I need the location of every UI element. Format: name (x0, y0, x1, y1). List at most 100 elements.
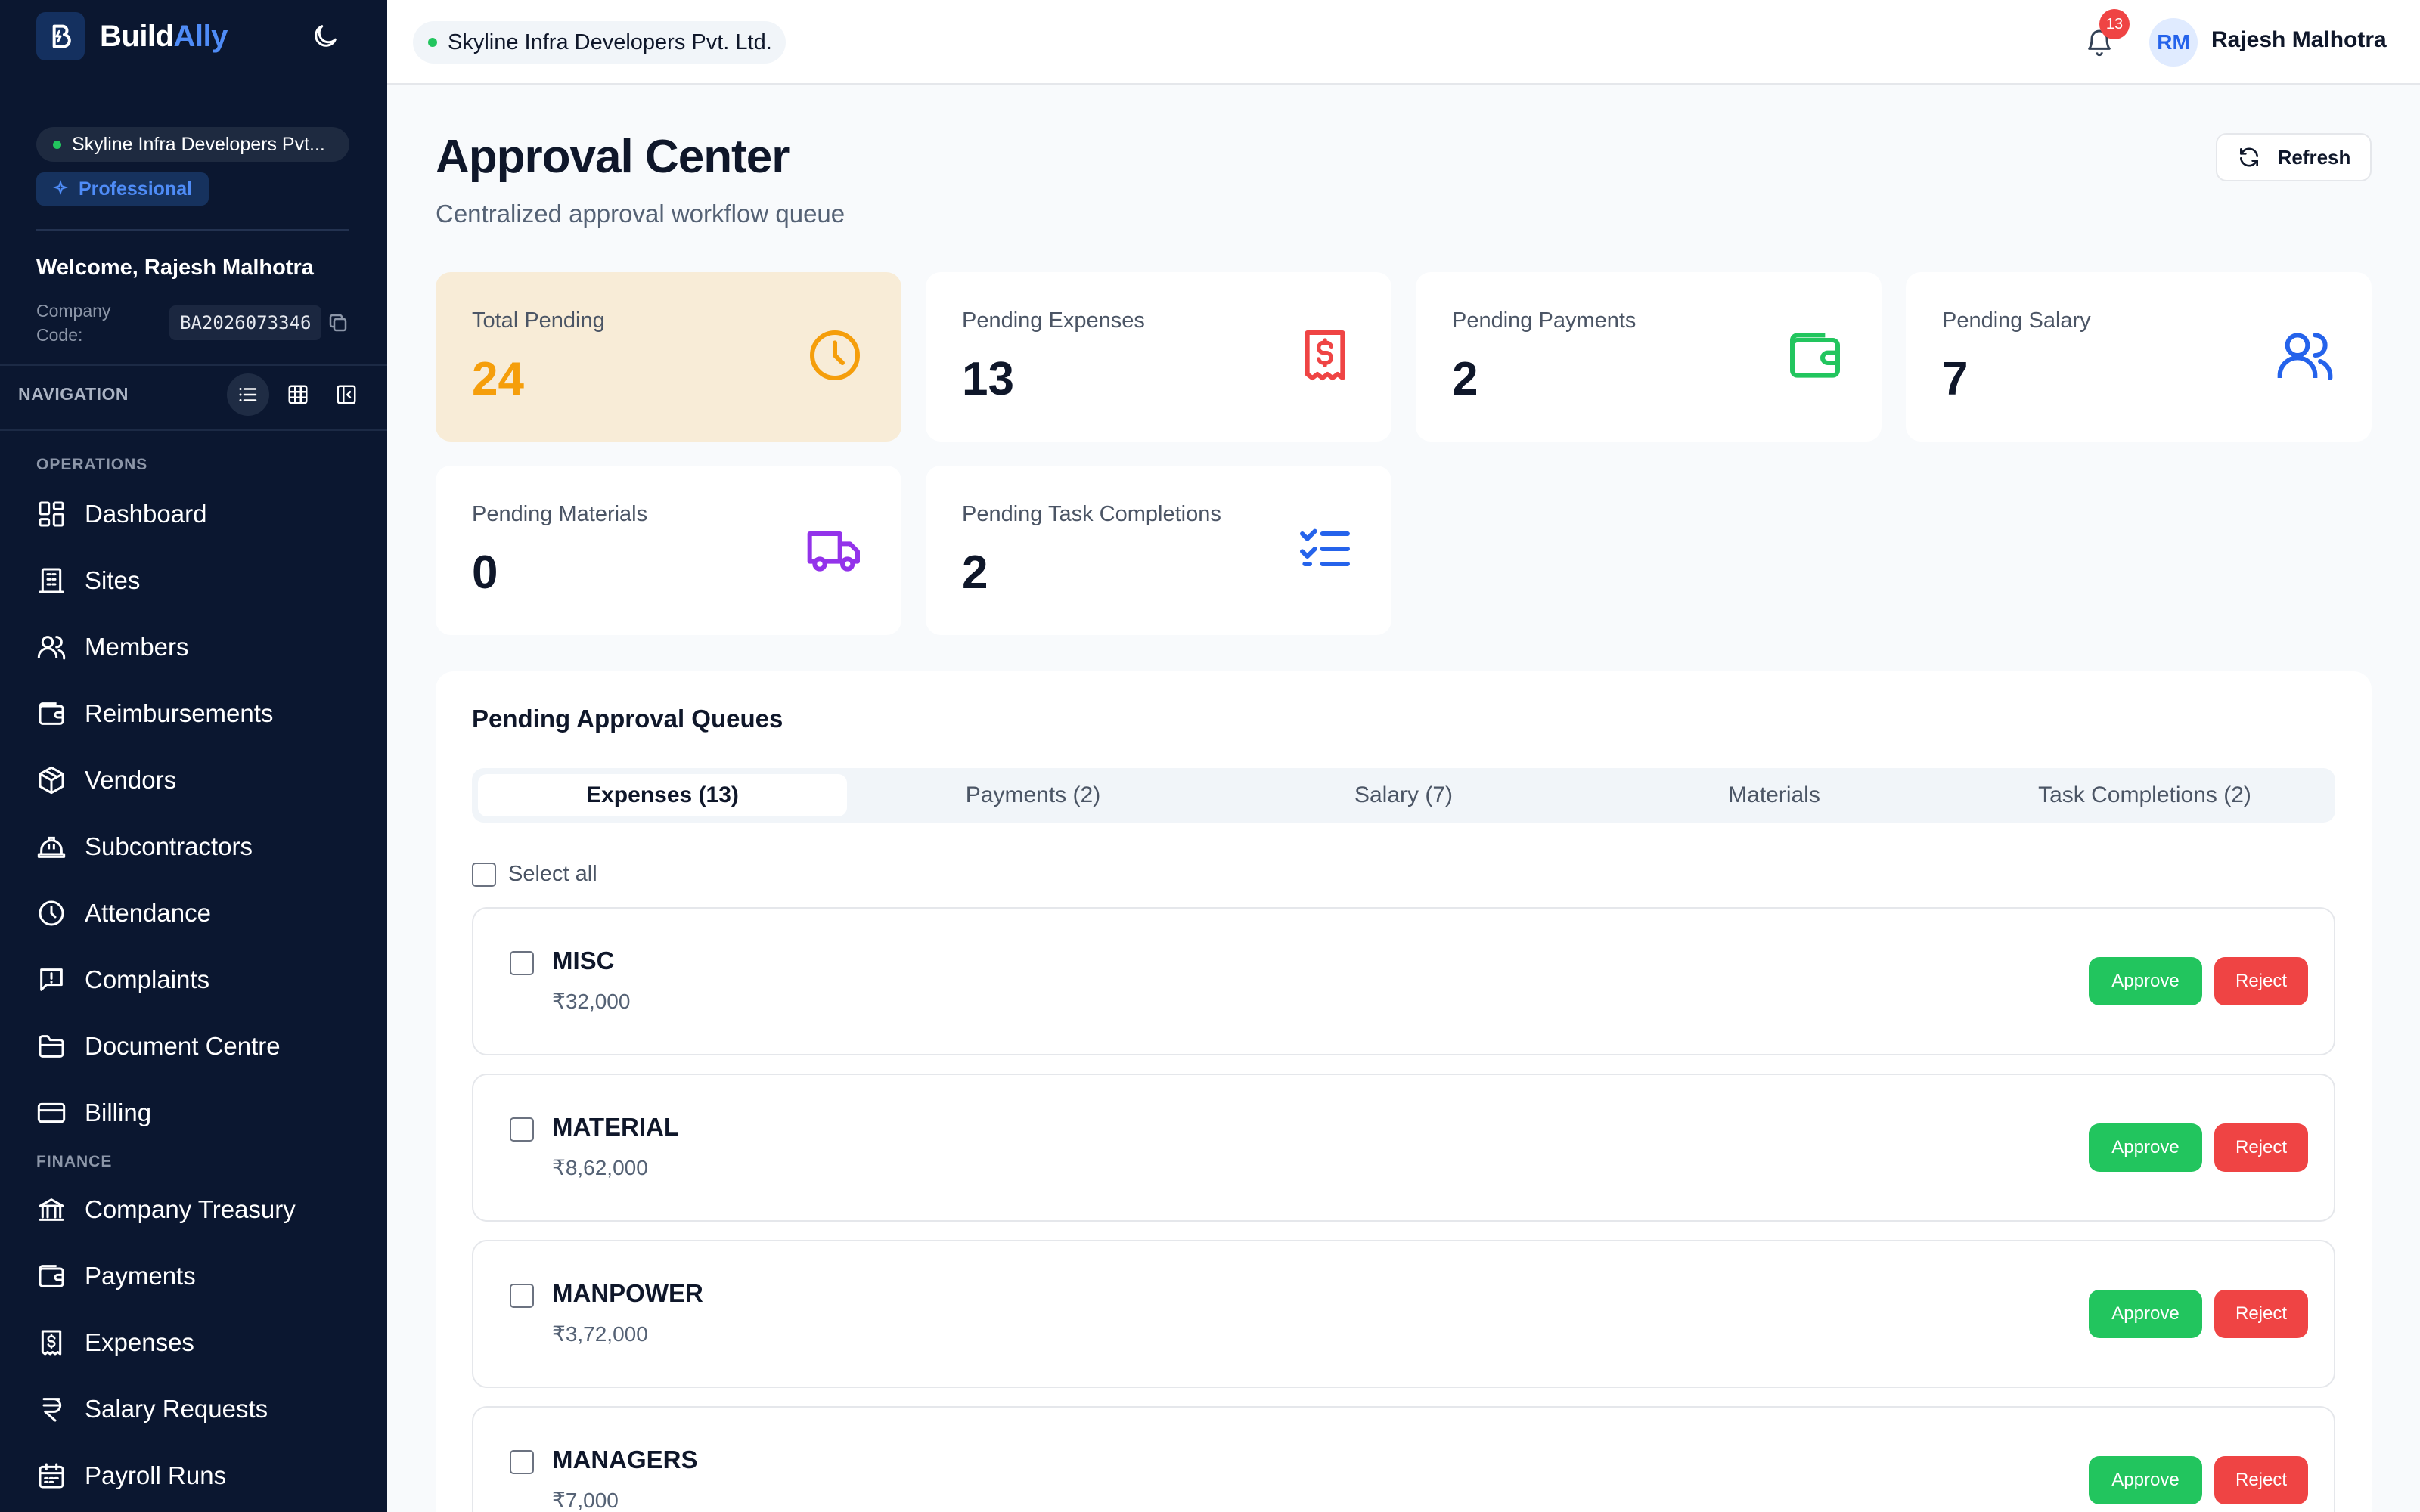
company-code-label: Company Code: (36, 301, 111, 345)
company-selector[interactable]: Skyline Infra Developers Pvt. Ltd. (413, 21, 786, 64)
sidebar-item-complaints[interactable]: Complaints (36, 956, 209, 1004)
reject-button[interactable]: Reject (2214, 1456, 2308, 1504)
tab-payments[interactable]: Payments (2) (965, 782, 1101, 807)
sidebar-item-label: Dashboard (85, 500, 207, 528)
hard-hat-icon (37, 836, 66, 858)
sidebar-item-subcontractors[interactable]: Subcontractors (36, 823, 253, 871)
divider (0, 429, 387, 431)
calendar-icon (39, 1463, 64, 1489)
select-all[interactable]: Select all (472, 862, 597, 887)
sidebar-item-members[interactable]: Members (36, 623, 189, 671)
moon-icon[interactable] (310, 21, 340, 51)
divider (0, 364, 387, 366)
approve-button[interactable]: Approve (2089, 1123, 2202, 1172)
page-subtitle: Centralized approval workflow queue (436, 200, 845, 228)
refresh-button[interactable]: Refresh (2216, 133, 2372, 181)
wallet-icon (39, 1265, 64, 1287)
section-label-operations: OPERATIONS (36, 456, 148, 473)
sidebar-item-dashboard[interactable]: Dashboard (36, 490, 206, 538)
reject-button[interactable]: Reject (2214, 957, 2308, 1005)
stat-label: Pending Expenses (962, 308, 1145, 333)
sidebar-item-expenses[interactable]: Expenses (36, 1318, 194, 1367)
sidebar-item-company-treasury[interactable]: Company Treasury (36, 1185, 296, 1234)
tab-task-completions[interactable]: Task Completions (2) (2038, 782, 2251, 807)
stat-card-total-pending[interactable]: Total Pending 24 (436, 272, 901, 442)
item-amount: ₹32,000 (552, 990, 631, 1013)
sidebar-item-label: Subcontractors (85, 832, 253, 860)
reject-button[interactable]: Reject (2214, 1123, 2308, 1172)
list-icon (239, 388, 257, 401)
select-all-checkbox[interactable] (472, 862, 496, 887)
folder-icon (39, 1035, 64, 1058)
approve-button[interactable]: Approve (2089, 1456, 2202, 1504)
logo-mark-icon (36, 12, 85, 60)
collapse-sidebar-button[interactable] (325, 373, 368, 416)
bank-icon (39, 1198, 64, 1221)
item-checkbox[interactable] (510, 951, 534, 975)
stat-label: Pending Salary (1942, 308, 2091, 333)
notification-badge: 13 (2099, 9, 2130, 39)
package-icon (39, 766, 64, 795)
company-name: Skyline Infra Developers Pvt. Ltd. (448, 29, 772, 54)
item-checkbox[interactable] (510, 1450, 534, 1474)
sidebar-company-switcher[interactable]: Skyline Infra Developers Pvt... (36, 127, 349, 162)
section-label-finance: FINANCE (36, 1153, 113, 1170)
tab-expenses[interactable]: Expenses (13) (478, 774, 847, 816)
stat-card-pending-expenses[interactable]: Pending Expenses 13 (926, 272, 1392, 442)
status-dot (53, 140, 61, 149)
copy-icon[interactable] (327, 311, 349, 334)
clock-icon (39, 900, 64, 926)
sidebar-item-label: Vendors (85, 766, 177, 794)
grid-view-button[interactable] (277, 373, 319, 416)
sidebar-item-payroll-runs[interactable]: Payroll Runs (36, 1452, 226, 1500)
user-name[interactable]: Rajesh Malhotra (2211, 27, 2387, 52)
item-checkbox[interactable] (510, 1117, 534, 1142)
wallet-icon (1790, 333, 1840, 378)
tab-materials[interactable]: Materials (1728, 782, 1820, 807)
queue-title: Pending Approval Queues (472, 705, 783, 733)
divider (36, 229, 349, 231)
sidebar-item-label: Reimbursements (85, 699, 274, 727)
bell-icon[interactable] (2084, 27, 2114, 57)
stat-value: 7 (1942, 353, 1969, 405)
sidebar-item-attendance[interactable]: Attendance (36, 889, 211, 937)
queue-tabs: Expenses (13) Payments (2) Salary (7) Ma… (472, 768, 2335, 823)
rupee-icon (42, 1398, 62, 1422)
stat-card-pending-materials[interactable]: Pending Materials 0 (436, 466, 901, 635)
stat-card-pending-payments[interactable]: Pending Payments 2 (1416, 272, 1882, 442)
message-alert-icon (40, 968, 63, 991)
stat-card-pending-task-completions[interactable]: Pending Task Completions 2 (926, 466, 1392, 635)
stat-value: 24 (472, 353, 524, 405)
approve-button[interactable]: Approve (2089, 957, 2202, 1005)
item-checkbox[interactable] (510, 1284, 534, 1308)
sidebar-item-sites[interactable]: Sites (36, 556, 140, 605)
refresh-label: Refresh (2277, 145, 2351, 169)
item-category: MATERIAL (552, 1113, 680, 1141)
stat-value: 0 (472, 547, 498, 599)
grid-icon (288, 385, 308, 404)
item-category: MISC (552, 947, 615, 974)
list-item: MISC ₹32,000 Approve Reject (472, 907, 2335, 1055)
reject-button[interactable]: Reject (2214, 1290, 2308, 1338)
sidebar-item-label: Expenses (85, 1328, 194, 1356)
approve-button[interactable]: Approve (2089, 1290, 2202, 1338)
app-logo[interactable]: BuildAlly (36, 12, 228, 60)
sidebar-item-document-centre[interactable]: Document Centre (36, 1022, 281, 1070)
stat-value: 2 (1452, 353, 1478, 405)
sidebar-item-payments[interactable]: Payments (36, 1252, 196, 1300)
sidebar-item-vendors[interactable]: Vendors (36, 756, 176, 804)
avatar[interactable]: RM (2149, 18, 2198, 67)
item-amount: ₹8,62,000 (552, 1156, 648, 1179)
stat-label: Pending Materials (472, 502, 648, 526)
sidebar-item-reimbursements[interactable]: Reimbursements (36, 689, 273, 738)
stat-card-pending-salary[interactable]: Pending Salary 7 (1906, 272, 2372, 442)
users-icon (2277, 333, 2333, 380)
tab-salary[interactable]: Salary (7) (1354, 782, 1454, 807)
sidebar-item-billing[interactable]: Billing (36, 1089, 151, 1137)
item-category: MANPOWER (552, 1279, 703, 1307)
sidebar-item-label: Complaints (85, 965, 210, 993)
sidebar-item-label: Payments (85, 1262, 196, 1290)
clock-icon (810, 330, 860, 380)
list-view-button[interactable] (227, 373, 269, 416)
sidebar-item-salary-requests[interactable]: Salary Requests (36, 1385, 268, 1433)
